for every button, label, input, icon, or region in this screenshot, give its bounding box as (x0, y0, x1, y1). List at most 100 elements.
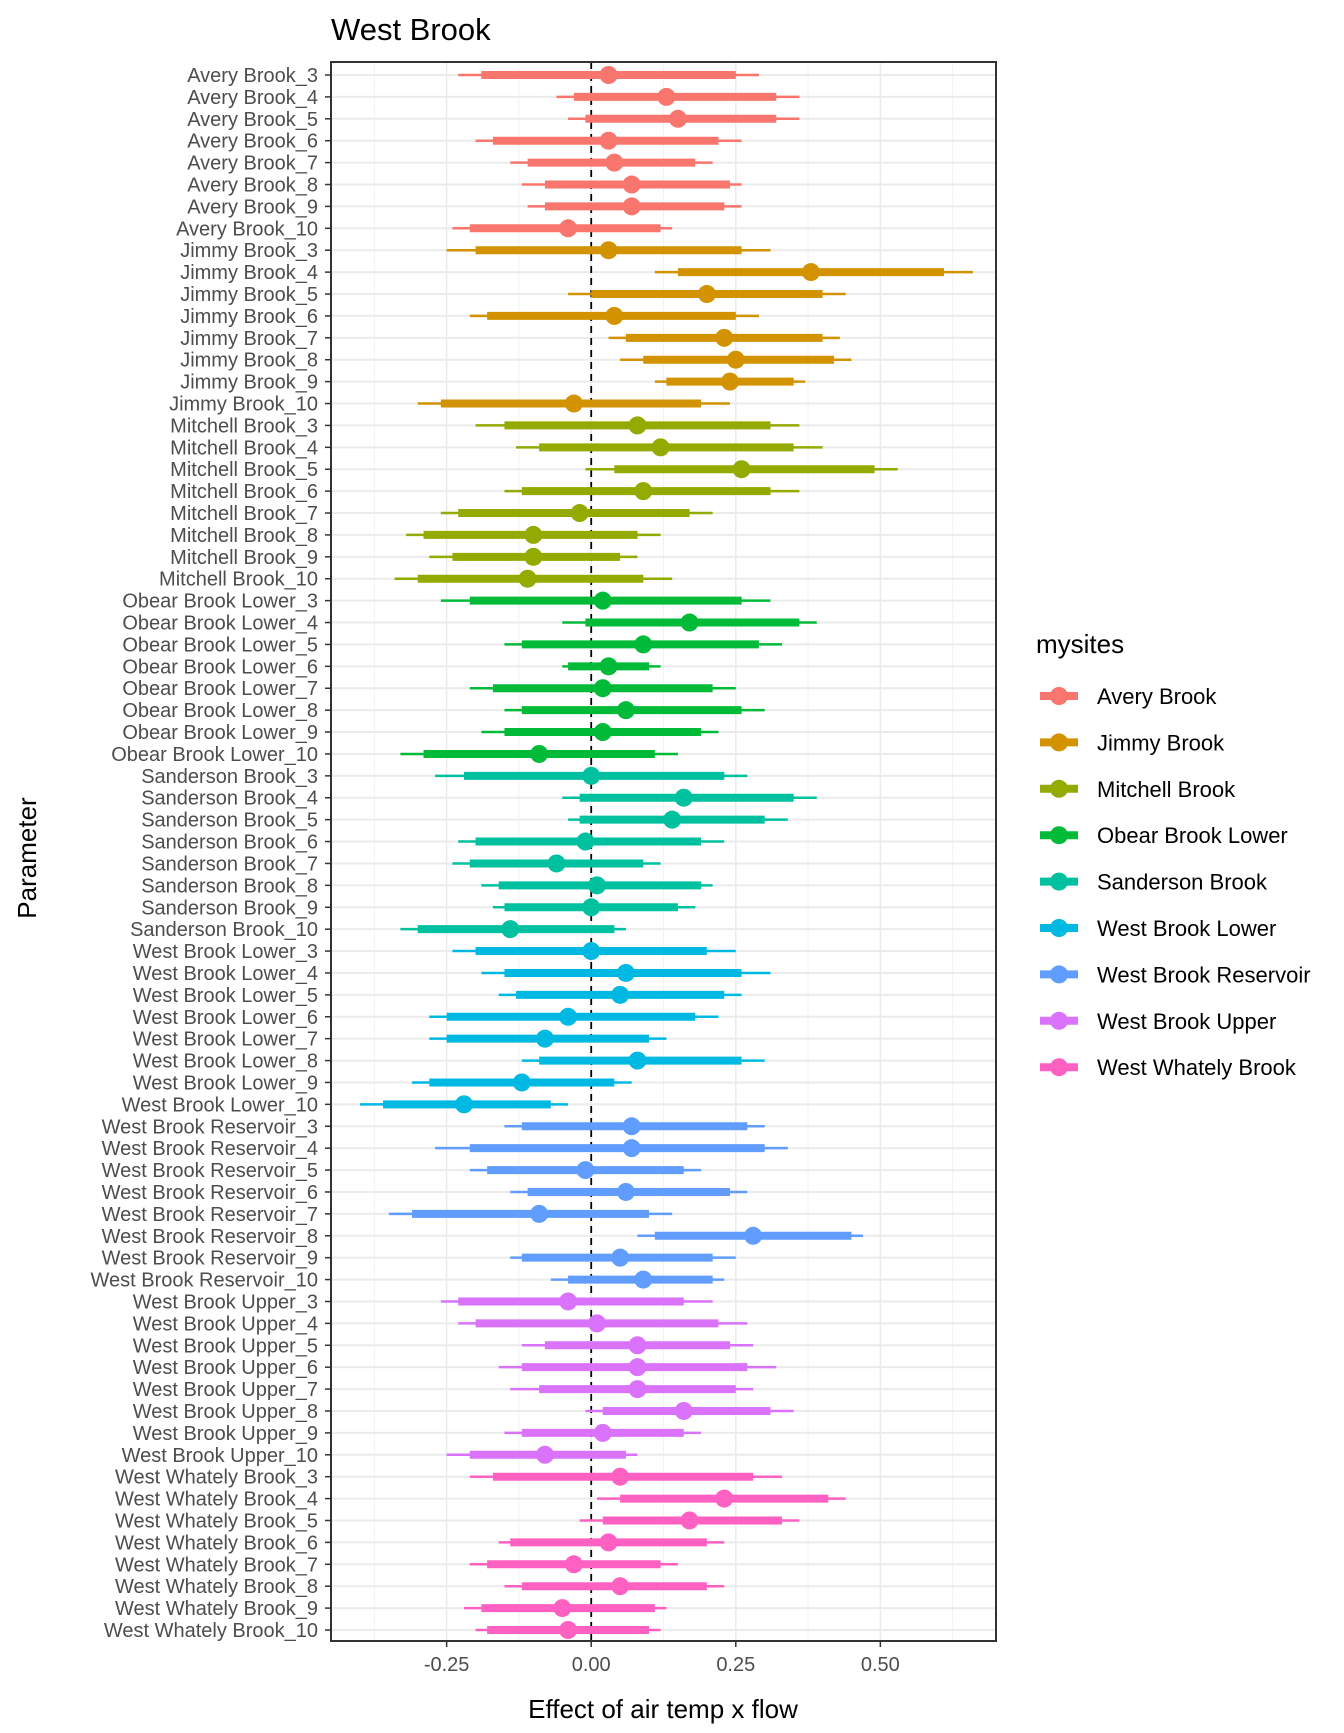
panel-border (330, 61, 997, 1642)
y-tick-label: West Brook Reservoir_8 (102, 1226, 318, 1248)
y-tick-label: West Whately Brook_6 (115, 1532, 318, 1554)
estimate-point (593, 591, 612, 610)
estimate-point (599, 131, 618, 150)
legend-key-point (1050, 872, 1068, 891)
estimate-point (535, 1029, 554, 1048)
estimate-point (582, 942, 601, 961)
legend-label: Avery Brook (1097, 684, 1217, 709)
estimate-point (599, 657, 618, 676)
y-tick-label: Mitchell Brook_5 (170, 459, 318, 481)
y-tick-label: West Brook Reservoir_4 (102, 1138, 318, 1160)
chart-title: West Brook (331, 12, 491, 47)
interval-row (458, 66, 759, 84)
y-tick-label: West Brook Upper_6 (133, 1357, 318, 1379)
interval-row (637, 1226, 863, 1245)
x-tick-label: 0.00 (572, 1654, 611, 1676)
x-axis-label: Effect of air temp x flow (528, 1694, 798, 1724)
estimate-point (564, 1555, 583, 1574)
legend-entry: Jimmy Brook (1040, 730, 1225, 755)
y-tick-label: West Brook Upper_7 (133, 1379, 318, 1401)
estimate-point (674, 788, 693, 807)
y-tick-label: Sanderson Brook_6 (141, 832, 318, 854)
y-tick-label: West Whately Brook_3 (115, 1467, 318, 1489)
y-tick-label: Obear Brook Lower_6 (122, 656, 318, 678)
y-tick-label: West Brook Lower_6 (133, 1007, 318, 1029)
legend-label: West Brook Lower (1097, 916, 1276, 941)
interval-row (469, 306, 759, 325)
legend-entry: Avery Brook (1040, 684, 1217, 709)
y-tick-label: Mitchell Brook_3 (170, 415, 318, 437)
legend-entry: Obear Brook Lower (1040, 823, 1288, 848)
estimate-point (605, 153, 624, 172)
legend-entry: Sanderson Brook (1040, 870, 1268, 895)
estimate-point (518, 569, 537, 588)
x-tick-label: -0.25 (424, 1654, 470, 1676)
y-tick-label: Obear Brook Lower_3 (122, 591, 318, 613)
interval-row (654, 372, 806, 391)
y-tick-label: West Brook Reservoir_5 (102, 1160, 318, 1182)
estimate-point (593, 679, 612, 698)
x-tick-label: 0.25 (716, 1654, 755, 1676)
estimate-point (801, 263, 820, 282)
y-tick-label: West Brook Upper_4 (133, 1313, 318, 1335)
legend-entry: West Whately Brook (1040, 1055, 1297, 1080)
y-tick-label: Sanderson Brook_9 (141, 897, 318, 919)
interval-row (464, 1599, 667, 1618)
estimate-point (634, 482, 653, 501)
interval-row (568, 285, 846, 304)
y-tick-label: Avery Brook_9 (187, 196, 318, 218)
legend-label: Sanderson Brook (1097, 870, 1268, 895)
interval-row (446, 1445, 638, 1464)
interval-row (579, 1511, 800, 1530)
interval-row (504, 1117, 765, 1136)
estimate-point (559, 1292, 578, 1311)
estimate-point (593, 723, 612, 742)
estimate-point (530, 1204, 549, 1223)
interval-row (510, 1380, 754, 1399)
estimate-point (611, 1577, 630, 1596)
estimate-point (593, 1423, 612, 1442)
y-tick-label: Sanderson Brook_3 (141, 766, 318, 788)
y-tick-label: Jimmy Brook_3 (180, 240, 318, 262)
interval-row (452, 219, 673, 238)
estimate-point (726, 350, 745, 369)
interval-row (458, 832, 725, 851)
interval-row (504, 482, 800, 501)
legend-title: mysites (1036, 629, 1124, 659)
interval-row (469, 1467, 783, 1486)
interval-row (446, 241, 771, 260)
y-axis-label: Parameter (12, 797, 42, 919)
estimate-point (588, 876, 606, 895)
interval-row (440, 1292, 713, 1311)
interval-row (521, 1051, 765, 1070)
estimate-point (582, 766, 601, 785)
y-tick-label: West Brook Reservoir_10 (91, 1270, 319, 1292)
x-tick-label: 0.50 (861, 1654, 900, 1676)
interval-row (469, 1555, 678, 1574)
interval-row (562, 613, 817, 632)
interval-row (458, 1314, 748, 1333)
estimate-point (576, 1161, 595, 1180)
estimate-point (559, 1007, 578, 1026)
interval-row (440, 591, 771, 610)
estimate-point (628, 1336, 647, 1355)
legend-key-point (1050, 965, 1068, 984)
y-tick-label: Jimmy Brook_4 (180, 262, 318, 284)
y-tick-label: Obear Brook Lower_8 (122, 700, 318, 722)
interval-row (568, 810, 788, 829)
estimate-point (634, 635, 653, 654)
y-tick-label: Mitchell Brook_10 (159, 569, 318, 591)
estimate-point (530, 744, 549, 763)
y-tick-label: Sanderson Brook_10 (130, 919, 318, 941)
estimate-point (674, 1401, 693, 1420)
interval-row (417, 394, 730, 413)
y-tick-label: Mitchell Brook_8 (170, 525, 318, 547)
estimate-point (582, 898, 601, 917)
estimate-point (564, 394, 583, 413)
estimate-point (524, 547, 543, 566)
interval-row (516, 438, 823, 457)
estimate-point (599, 1533, 618, 1552)
interval-row (521, 175, 742, 194)
legend-key-point (1050, 1058, 1068, 1077)
estimate-point (501, 920, 520, 939)
